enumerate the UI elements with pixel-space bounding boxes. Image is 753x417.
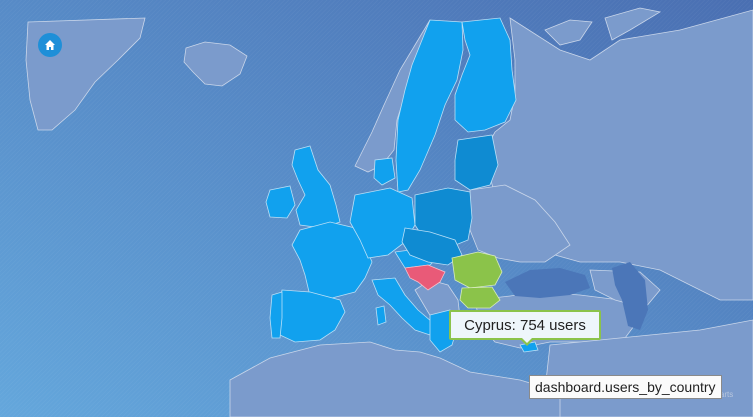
home-icon xyxy=(45,40,55,50)
country-romania[interactable] xyxy=(451,251,503,289)
iceland[interactable] xyxy=(183,41,248,87)
non-eu-land xyxy=(25,7,753,417)
country-croatia[interactable] xyxy=(404,264,446,291)
tooltip-pointer-inner xyxy=(522,338,532,343)
home-button[interactable] xyxy=(38,33,62,57)
dashboard-label: dashboard.users_by_country xyxy=(529,375,722,399)
country-finland[interactable] xyxy=(454,17,517,133)
eu-members-dark xyxy=(401,134,499,266)
tooltip-text: Cyprus: 754 users xyxy=(464,316,586,334)
ukraine-belarus[interactable] xyxy=(469,184,571,263)
country-germany[interactable] xyxy=(349,187,416,259)
caspian-sea xyxy=(612,262,648,330)
eu-members xyxy=(265,17,539,353)
highlight-green xyxy=(451,251,503,309)
country-ireland[interactable] xyxy=(265,185,296,219)
country-baltics[interactable] xyxy=(454,134,499,191)
country-sardinia[interactable] xyxy=(375,305,387,326)
country-bulgaria[interactable] xyxy=(459,286,501,309)
black-sea xyxy=(505,268,590,298)
novaya-zemlya[interactable] xyxy=(604,7,662,41)
country-central[interactable] xyxy=(401,227,463,266)
north-africa[interactable] xyxy=(229,341,561,417)
svalbard[interactable] xyxy=(544,19,593,46)
dashboard-label-text: dashboard.users_by_country xyxy=(535,379,716,395)
map-tooltip: Cyprus: 754 users xyxy=(449,310,601,340)
country-sweden[interactable] xyxy=(395,19,464,193)
country-portugal[interactable] xyxy=(269,291,283,339)
country-denmark[interactable] xyxy=(373,157,396,186)
